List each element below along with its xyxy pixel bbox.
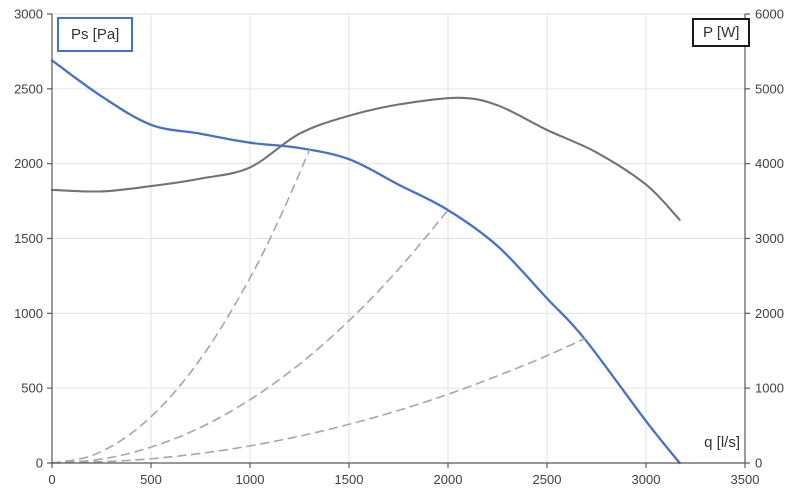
svg-text:1500: 1500 bbox=[14, 231, 43, 246]
x-axis-tick-labels: 0 500 1000 1500 2000 2500 3000 3500 bbox=[48, 472, 759, 487]
svg-text:3000: 3000 bbox=[632, 472, 661, 487]
svg-text:5000: 5000 bbox=[755, 81, 784, 96]
system-curve-2 bbox=[51, 209, 449, 464]
system-curve-1 bbox=[51, 149, 311, 464]
svg-text:3500: 3500 bbox=[731, 472, 760, 487]
tick-marks bbox=[47, 13, 750, 468]
svg-text:4000: 4000 bbox=[755, 156, 784, 171]
svg-text:3000: 3000 bbox=[14, 7, 43, 22]
x-axis-label: q [l/s] bbox=[704, 434, 740, 451]
svg-text:500: 500 bbox=[140, 472, 162, 487]
gridlines bbox=[52, 13, 746, 463]
power-curve bbox=[50, 96, 681, 221]
svg-text:2500: 2500 bbox=[14, 81, 43, 96]
left-axis-tick-labels: 0 500 1000 1500 2000 2500 3000 bbox=[14, 7, 43, 471]
right-axis-tick-labels: 0 1000 2000 3000 4000 5000 6000 bbox=[755, 7, 784, 471]
ps-fan-curve bbox=[50, 59, 681, 465]
svg-text:2500: 2500 bbox=[533, 472, 562, 487]
svg-text:6000: 6000 bbox=[755, 7, 784, 22]
svg-text:2000: 2000 bbox=[14, 156, 43, 171]
svg-text:1000: 1000 bbox=[236, 472, 265, 487]
svg-text:2000: 2000 bbox=[434, 472, 463, 487]
svg-text:1500: 1500 bbox=[335, 472, 364, 487]
svg-text:0: 0 bbox=[36, 456, 43, 471]
svg-text:3000: 3000 bbox=[755, 231, 784, 246]
system-curve-3 bbox=[51, 338, 586, 464]
svg-text:500: 500 bbox=[21, 381, 43, 396]
svg-text:0: 0 bbox=[48, 472, 55, 487]
svg-text:1000: 1000 bbox=[14, 306, 43, 321]
svg-text:2000: 2000 bbox=[755, 306, 784, 321]
svg-text:0: 0 bbox=[755, 456, 762, 471]
right-axis-label-box: P [W] bbox=[692, 18, 751, 47]
left-axis-label-box: Ps [Pa] bbox=[57, 17, 134, 52]
svg-text:1000: 1000 bbox=[755, 381, 784, 396]
